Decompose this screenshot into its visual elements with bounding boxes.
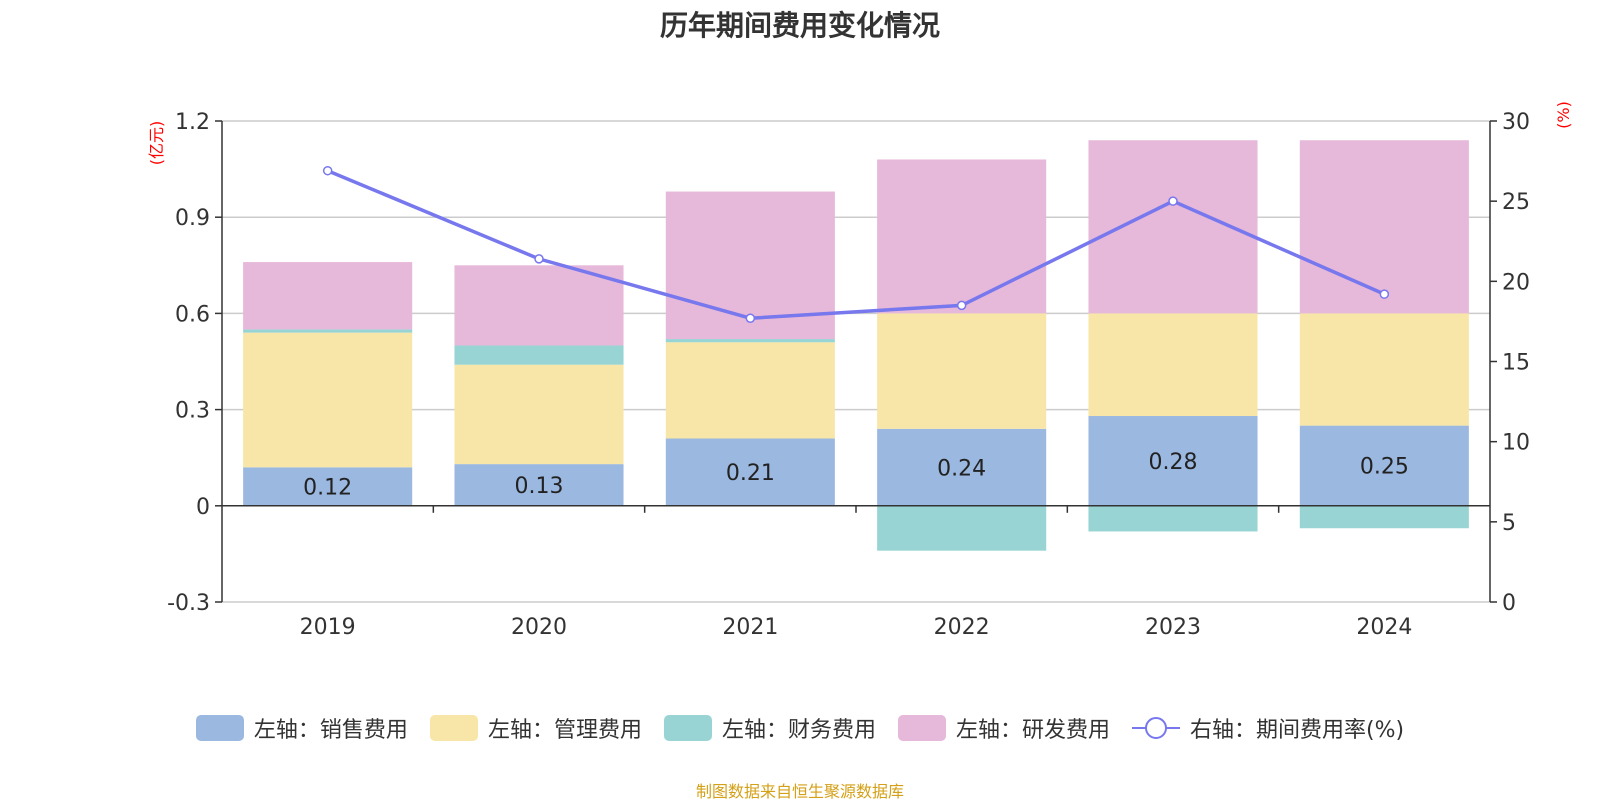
bar-segment [1299, 505, 1469, 529]
right-axis-unit: (%) [1554, 101, 1573, 129]
bar-segment [243, 329, 413, 333]
legend-label: 右轴：期间费用率(%) [1189, 718, 1405, 743]
x-axis-tick-label: 2021 [722, 615, 778, 640]
x-axis-tick-label: 2022 [934, 615, 990, 640]
left-axis-tick-label: 0 [196, 495, 210, 520]
legend-swatch [897, 715, 946, 741]
bar-segment [1088, 505, 1258, 532]
bar-segment [877, 159, 1047, 314]
axes: -0.3 0 0.3 0.6 0.9 1.2 0 5 10 15 20 25 30 2019 2020 202… [167, 110, 1530, 640]
bar-data-label: 0.24 [937, 456, 986, 481]
rate-point [1379, 289, 1390, 299]
legend-label: 左轴：销售费用 [253, 718, 408, 743]
legend-label: 左轴：财务费用 [721, 718, 876, 743]
source-note: 制图数据来自恒生聚源数据库 [695, 782, 904, 801]
x-axis-tick-label: 2024 [1356, 615, 1412, 640]
rate-line-series [322, 165, 1390, 323]
right-axis-tick-label: 30 [1502, 110, 1530, 135]
legend-item[interactable]: 右轴：期间费用率(%) [1131, 712, 1405, 744]
bar-segment [1088, 313, 1258, 417]
bar-segment [454, 345, 624, 365]
right-axis-tick-label: 10 [1502, 431, 1530, 456]
bar-data-label: 0.25 [1360, 455, 1409, 480]
right-axis-tick-label: 20 [1502, 270, 1530, 295]
bar-segment [243, 467, 413, 506]
rate-point [322, 165, 333, 176]
rate-point [1168, 196, 1178, 206]
bar-segment [665, 342, 835, 439]
bar-segment [877, 428, 1047, 506]
right-axis-tick-label: 25 [1502, 190, 1530, 215]
legend-label: 左轴：管理费用 [487, 718, 642, 743]
legend-line-marker [1131, 717, 1180, 739]
bar-data-label: 0.13 [515, 474, 564, 499]
x-axis-tick-label: 2020 [511, 615, 567, 640]
bar-data-label: 0.28 [1149, 450, 1198, 475]
left-axis-tick-label: 0.6 [175, 302, 210, 327]
left-axis-tick-label: 0.3 [175, 399, 210, 424]
rate-point [745, 313, 756, 323]
rate-point [534, 254, 544, 264]
bar-segment [877, 505, 1047, 551]
legend-item[interactable]: 左轴：研发费用 [897, 712, 1110, 744]
legend-item[interactable]: 左轴：财务费用 [663, 712, 876, 744]
bar-segment [877, 313, 1047, 429]
legend-swatch [663, 715, 712, 741]
bar-segment [1299, 425, 1469, 506]
rate-line [326, 169, 1386, 320]
bar-segment [243, 332, 413, 468]
rate-point [956, 300, 967, 311]
bar-segment [454, 364, 624, 465]
legend-label: 左轴：研发费用 [955, 718, 1110, 743]
bar-series [243, 140, 1469, 551]
bar-segment [1088, 416, 1258, 506]
right-axis-tick-label: 5 [1502, 511, 1516, 536]
legend-swatch [429, 715, 478, 741]
x-axis-tick-label: 2023 [1145, 615, 1201, 640]
legend-item[interactable]: 左轴：管理费用 [429, 712, 642, 744]
legend: 左轴：销售费用 左轴：管理费用 左轴：财务费用 左轴：研发费用 右轴：期间费用率(%) [0, 712, 1600, 744]
bar-segment [454, 265, 624, 346]
bar-segment [243, 262, 413, 330]
bar-data-label: 0.21 [726, 461, 775, 486]
bar-segment [665, 438, 835, 506]
left-axis-tick-label: 1.2 [175, 110, 210, 135]
bar-segment [1299, 140, 1469, 314]
right-axis-tick-label: 0 [1502, 591, 1516, 616]
data-labels: 0.12 0.13 0.21 0.24 0.28 0.25 [303, 450, 1409, 501]
bar-segment [454, 464, 624, 506]
left-axis-tick-label: 0.9 [175, 206, 210, 231]
x-axis-tick-label: 2019 [300, 615, 356, 640]
legend-item[interactable]: 左轴：销售费用 [195, 712, 408, 744]
right-axis-tick-label: 15 [1502, 351, 1530, 376]
left-axis-unit: (亿元) [147, 121, 166, 166]
bar-data-label: 0.12 [303, 476, 352, 501]
left-axis-tick-label: -0.3 [167, 591, 210, 616]
chart-title: 历年期间费用变化情况 [659, 9, 940, 42]
bar-segment [1299, 313, 1469, 426]
legend-swatch [195, 715, 244, 741]
bar-segment [665, 339, 835, 343]
